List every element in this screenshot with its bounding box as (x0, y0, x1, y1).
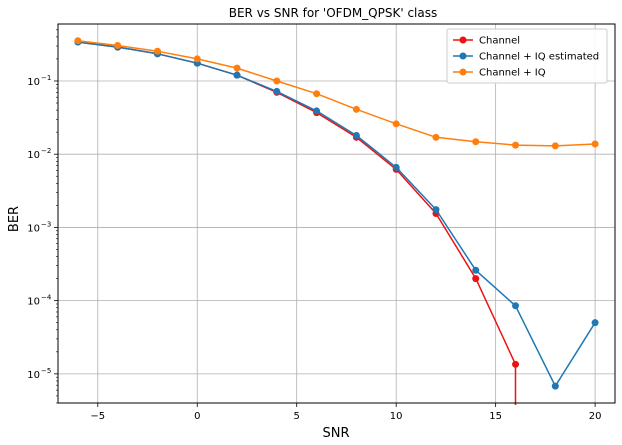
data-point (352, 105, 360, 113)
y-tick-label: 10 (27, 223, 40, 234)
data-point (591, 319, 599, 327)
x-axis-label: SNR (322, 426, 349, 441)
legend-marker (459, 36, 467, 44)
series-2 (74, 37, 599, 150)
series-1 (74, 38, 599, 390)
series-line (77, 39, 596, 147)
data-point (233, 64, 241, 72)
legend-label: Channel + IQ estimated (479, 52, 599, 63)
legend-label: Channel (479, 36, 520, 47)
y-tick-exponent: −5 (41, 367, 51, 375)
legend-marker (459, 68, 467, 76)
x-tick-label: 0 (194, 411, 200, 422)
plot-frame (57, 23, 616, 404)
data-point (313, 107, 321, 115)
y-tick-label: 10 (27, 150, 40, 161)
data-point (551, 142, 559, 150)
data-point (512, 141, 520, 149)
x-tick-label: 5 (294, 411, 300, 422)
data-point (74, 37, 82, 45)
data-point (273, 87, 281, 95)
data-point (472, 138, 480, 146)
data-point (392, 163, 400, 171)
legend: Channel Channel + IQ estimated Channel + I… (446, 28, 608, 84)
data-point (273, 77, 281, 85)
y-tick-exponent: −1 (41, 74, 51, 82)
data-point (193, 55, 201, 63)
data-point (432, 206, 440, 214)
x-tick-label: 15 (489, 411, 502, 422)
y-tick-label: 10 (27, 370, 40, 381)
data-point (313, 90, 321, 98)
chart-title: BER vs SNR for 'OFDM_QPSK' class (229, 6, 438, 20)
data-point (153, 47, 161, 55)
legend-marker (459, 52, 467, 60)
data-point (472, 275, 480, 283)
y-tick-exponent: −4 (41, 294, 52, 302)
x-tick-label: 20 (589, 411, 602, 422)
data-point (512, 360, 520, 368)
data-point (591, 140, 599, 148)
data-point (233, 71, 241, 79)
x-tick-label: 10 (390, 411, 403, 422)
data-point (551, 382, 559, 390)
data-point (392, 120, 400, 128)
data-point (472, 266, 480, 274)
x-tick-label: −5 (90, 411, 105, 422)
y-axis-label: BER (7, 206, 22, 232)
legend-box (446, 28, 608, 84)
data-point (352, 132, 360, 140)
y-tick-exponent: −3 (41, 220, 51, 228)
y-tick-label: 10 (27, 77, 40, 88)
data-point (432, 133, 440, 141)
data-point (114, 42, 122, 50)
data-point (512, 302, 520, 310)
series-line (77, 41, 596, 387)
series-layer (74, 37, 599, 405)
y-tick-exponent: −2 (41, 147, 51, 155)
legend-label: Channel + IQ (479, 68, 546, 79)
y-tick-label: 10 (27, 297, 40, 308)
